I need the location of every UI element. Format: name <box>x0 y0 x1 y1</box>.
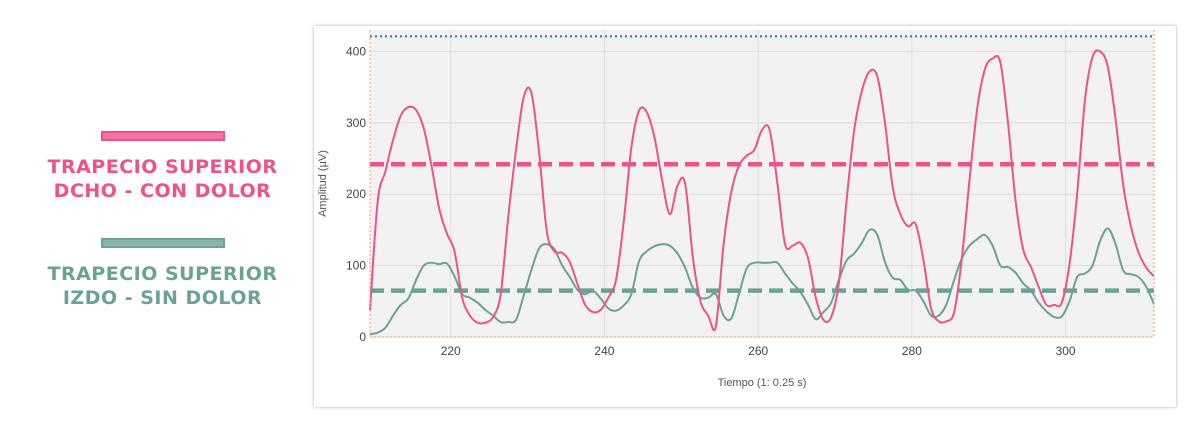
series-group <box>369 49 1155 336</box>
x-tick-label: 300 <box>1056 344 1076 358</box>
x-axis-title: Tiempo (1: 0.25 s) <box>718 377 807 389</box>
emg-amplitude-chart: 0 100 200 300 400 220 240 260 280 300 Tiempo (1: … <box>317 30 1155 389</box>
legend-swatch-green <box>100 238 225 248</box>
x-tick-label: 240 <box>594 344 614 358</box>
series-line-green <box>369 227 1155 336</box>
series-line-pink <box>369 49 1155 332</box>
y-tick-label: 300 <box>346 116 366 130</box>
legend-label-line2: DCHO - CON DOLOR <box>53 180 272 202</box>
legend-label-left-trapezius: TRAPECIO SUPERIOR IZDO - SIN DOLOR <box>40 262 285 310</box>
tick-labels: 0 100 200 300 400 220 240 260 280 300 <box>346 44 1076 358</box>
x-tick-label: 260 <box>748 344 768 358</box>
legend-label-right-trapezius: TRAPECIO SUPERIOR DCHO - CON DOLOR <box>40 155 285 203</box>
x-tick-label: 220 <box>441 344 461 358</box>
legend-item-right-trapezius: TRAPECIO SUPERIOR DCHO - CON DOLOR <box>40 131 285 203</box>
x-tick-label: 280 <box>902 344 922 358</box>
legend-label-line1: TRAPECIO SUPERIOR <box>47 263 278 285</box>
legend-label-line2: IZDO - SIN DOLOR <box>62 287 263 309</box>
y-tick-label: 400 <box>346 44 366 58</box>
legend-label-line1: TRAPECIO SUPERIOR <box>47 156 278 178</box>
chart-card: 0 100 200 300 400 220 240 260 280 300 Tiempo (1: … <box>314 26 1176 407</box>
plot-area <box>370 30 1154 337</box>
y-tick-label: 200 <box>346 187 366 201</box>
plot-frame <box>369 30 1155 338</box>
legend-item-left-trapezius: TRAPECIO SUPERIOR IZDO - SIN DOLOR <box>40 238 285 310</box>
y-tick-label: 100 <box>346 259 366 273</box>
y-tick-label: 0 <box>359 330 366 344</box>
legend-swatch-pink <box>100 131 225 141</box>
y-axis-title: Amplitud (µV) <box>317 150 329 217</box>
